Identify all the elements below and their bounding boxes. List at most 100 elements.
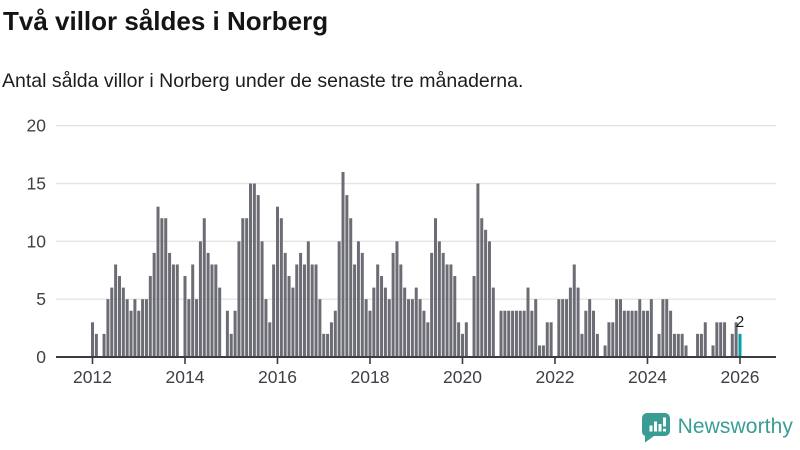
bar [156, 206, 160, 357]
bar [503, 310, 507, 357]
bar [607, 322, 611, 357]
bar [279, 218, 283, 357]
bar [642, 310, 646, 357]
x-tick-label: 2018 [351, 367, 390, 387]
bar [302, 264, 306, 357]
bar [314, 264, 318, 357]
bar [326, 333, 330, 357]
bar [114, 264, 118, 357]
bar [615, 299, 619, 357]
bar [580, 333, 584, 357]
bar [557, 299, 561, 357]
bar [210, 264, 214, 357]
bar [669, 310, 673, 357]
bar [380, 276, 384, 357]
bar [437, 241, 441, 357]
bar [464, 322, 468, 357]
bar [391, 252, 395, 357]
bar [310, 264, 314, 357]
newsworthy-wordmark: Newsworthy [677, 415, 793, 438]
bar [514, 310, 518, 357]
bar [322, 333, 326, 357]
highlight-value-label: 2 [736, 314, 745, 331]
bar-chart: 0 5 10 15 20 2012 2014 2016 2018 2020 2022 2024 2026… [27, 116, 776, 387]
bar [426, 322, 430, 357]
bar [719, 322, 723, 357]
highlighted-bar [738, 333, 742, 357]
bar [630, 310, 634, 357]
bar [407, 299, 411, 357]
bar [661, 299, 665, 357]
bar [545, 322, 549, 357]
bar [144, 299, 148, 357]
bar [487, 241, 491, 357]
bar [233, 310, 237, 357]
bar [595, 333, 599, 357]
y-tick-label: 20 [27, 116, 47, 136]
x-tick-label: 2012 [73, 367, 112, 387]
bar [183, 276, 187, 357]
bar [264, 299, 268, 357]
newsworthy-logo: Newsworthy [641, 411, 793, 443]
bar [491, 287, 495, 357]
bar [472, 276, 476, 357]
bar [453, 276, 457, 357]
x-tick-label: 2026 [721, 367, 760, 387]
bar [460, 333, 464, 357]
bar [329, 322, 333, 357]
bar [638, 299, 642, 357]
bar [518, 310, 522, 357]
bar [164, 218, 168, 357]
bar [522, 310, 526, 357]
bar [117, 276, 121, 357]
bar [283, 252, 287, 357]
bar [699, 333, 703, 357]
bar [703, 322, 707, 357]
bar [730, 333, 734, 357]
x-tick-label: 2016 [258, 367, 297, 387]
bar [91, 322, 94, 357]
bar [603, 345, 607, 357]
bar [684, 345, 688, 357]
bar [148, 276, 152, 357]
bar [364, 299, 368, 357]
bar [168, 252, 172, 357]
bar [511, 310, 515, 357]
bar [441, 252, 445, 357]
bar [141, 299, 145, 357]
bar [676, 333, 680, 357]
bar [206, 252, 210, 357]
bar [403, 287, 407, 357]
bar [618, 299, 622, 357]
bar [356, 241, 360, 357]
bar [649, 299, 653, 357]
bar [195, 299, 199, 357]
bar [565, 299, 569, 357]
bar [349, 218, 353, 357]
y-tick-label: 5 [36, 289, 46, 309]
bar [241, 218, 245, 357]
bar [345, 195, 349, 357]
bar [368, 310, 372, 357]
bar [711, 345, 715, 357]
bar [592, 310, 596, 357]
bar [218, 287, 222, 357]
bar [341, 171, 345, 357]
bar [175, 264, 179, 357]
bar [333, 310, 337, 357]
bar [422, 310, 426, 357]
bar [387, 299, 391, 357]
bar [299, 252, 303, 357]
bar [634, 310, 638, 357]
bar [187, 299, 191, 357]
bar [268, 322, 272, 357]
bar [541, 345, 545, 357]
bar [360, 252, 364, 357]
bar [449, 264, 453, 357]
bar [94, 333, 98, 357]
bar [395, 241, 399, 357]
bar [715, 322, 719, 357]
y-tick-label: 10 [27, 231, 47, 251]
bar [152, 252, 156, 357]
bar [549, 322, 553, 357]
